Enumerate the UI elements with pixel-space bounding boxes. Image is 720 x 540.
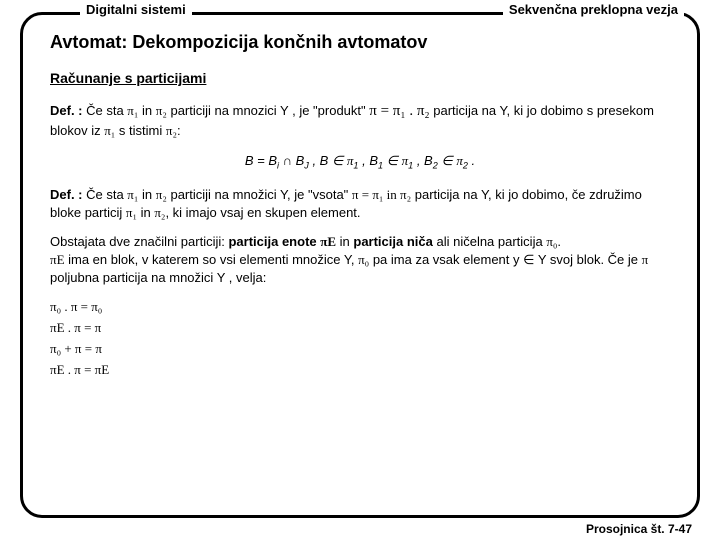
t: Če sta: [83, 103, 128, 118]
eq4: πE . π = πE: [50, 360, 670, 381]
subtitle: Računanje s particijami: [50, 69, 670, 89]
pi0b: π₀: [358, 252, 369, 267]
pi2: π₂: [156, 103, 167, 118]
observation: Obstajata dve značilni particiji: partic…: [50, 233, 670, 288]
t: :: [177, 123, 181, 138]
header-left: Digitalni sistemi: [80, 2, 192, 17]
t: Obstajata dve značilni particiji:: [50, 234, 228, 249]
definition-1: Def. : Če sta π₁ in π₂ particiji na mnoz…: [50, 101, 670, 140]
eq3: π₀ + π = π: [50, 339, 670, 360]
t: particija enote: [228, 234, 320, 249]
t: in: [138, 103, 155, 118]
definition-2: Def. : Če sta π₁ in π₂ particiji na množ…: [50, 186, 670, 222]
pi1: π₁: [127, 103, 138, 118]
pi1b: π₁: [104, 123, 115, 138]
t: Če sta: [83, 187, 128, 202]
pi1c: π₁: [127, 187, 138, 202]
t: ima en blok, v katerem so vsi elementi m…: [65, 252, 359, 267]
def1-label: Def. :: [50, 103, 83, 118]
header-right: Sekvenčna preklopna vezja: [503, 2, 684, 17]
pi: π: [642, 252, 649, 267]
sum: π = π₁ in π₂: [352, 187, 411, 202]
prod: π = π₁ . π₂: [369, 103, 429, 119]
piE: πE: [320, 234, 336, 249]
t: in: [137, 205, 154, 220]
t: particija niča: [353, 234, 432, 249]
content-area: Avtomat: Dekompozicija končnih avtomatov…: [50, 30, 670, 380]
pi2c: π₂: [156, 187, 167, 202]
formula-block: B = Bi ∩ BJ , B ∈ π1 , B1 ∈ π1 , B2 ∈ π2…: [50, 152, 670, 172]
eq2: πE . π = π: [50, 318, 670, 339]
page-title: Avtomat: Dekompozicija končnih avtomatov: [50, 30, 670, 55]
pi2d: π₂: [154, 205, 165, 220]
t: .: [557, 234, 561, 249]
t: particiji na množici Y, je "vsota": [167, 187, 352, 202]
t: in: [138, 187, 155, 202]
t: poljubna particija na množici Y , velja:: [50, 270, 266, 285]
pi0: π₀: [546, 234, 557, 249]
pi1d: π₁: [126, 205, 137, 220]
t: particiji na mnozici Y , je "produkt": [167, 103, 369, 118]
t: , ki imajo vsaj en skupen element.: [165, 205, 360, 220]
equation-block: π₀ . π = π₀ πE . π = π π₀ + π = π πE . π…: [50, 297, 670, 380]
t: ali ničelna particija: [433, 234, 546, 249]
eq1: π₀ . π = π₀: [50, 297, 670, 318]
def2-label: Def. :: [50, 187, 83, 202]
piE2: πE: [50, 252, 65, 267]
pi2b: π₂: [166, 123, 177, 138]
t: s tistimi: [115, 123, 166, 138]
t: in: [336, 234, 353, 249]
slide-number: Prosojnica št. 7-47: [586, 522, 692, 536]
t: pa ima za vsak element y ∈ Y svoj blok. …: [369, 252, 641, 267]
